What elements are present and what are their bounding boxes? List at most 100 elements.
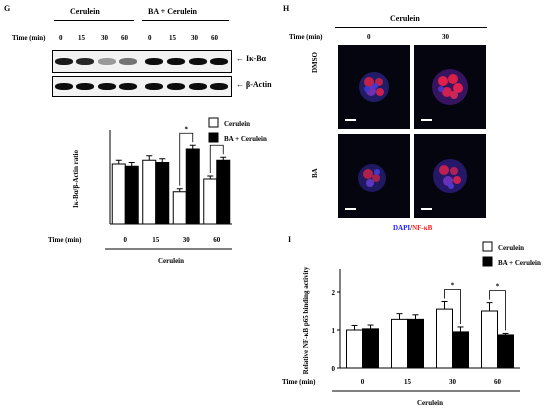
micrograph-ba-30 xyxy=(414,134,486,218)
y-axis-label: Iκ-Bα/β-Actin ratio xyxy=(72,150,80,208)
arrow-icon: ← xyxy=(236,54,244,63)
group-label: Cerulein xyxy=(417,399,443,407)
blot-band xyxy=(210,83,228,90)
legend-label: BA + Cerulein xyxy=(224,135,267,143)
blot-time-5: 15 xyxy=(169,34,176,42)
blot-time-0: 0 xyxy=(59,34,63,42)
blot-time-label: Time (min) xyxy=(12,34,46,42)
legend-label: Cerulein xyxy=(498,244,524,252)
cell-cluster-image xyxy=(358,164,386,192)
blot-time-7: 60 xyxy=(211,34,218,42)
legend-swatch xyxy=(208,117,219,128)
panel-i-letter: I xyxy=(288,235,292,244)
scale-bar xyxy=(421,208,432,210)
blot-band xyxy=(76,83,94,90)
blot-band xyxy=(145,58,163,65)
y-tick-label: 1 xyxy=(332,327,336,335)
blot-time-6: 30 xyxy=(191,34,198,42)
bar-ba-cerulein xyxy=(155,162,170,225)
chart-i: 0 1 2 Relative NF-κB p65 binding activity 0 1… xyxy=(282,241,541,407)
group-label-cerulein: Cerulein xyxy=(70,7,100,16)
x-tick-label: 60 xyxy=(213,236,221,244)
ikb-label: ← Iκ-Bα xyxy=(236,54,266,63)
micrograph-ba-0 xyxy=(338,134,410,218)
significance-bracket xyxy=(444,289,461,324)
blot-band xyxy=(119,58,137,65)
bar-cerulein xyxy=(142,159,157,225)
micrograph-dmso-0 xyxy=(338,45,410,129)
legend-swatch xyxy=(482,256,493,267)
bar-cerulein xyxy=(203,178,218,225)
caption-nfkb: NF-κB xyxy=(412,224,433,232)
x-tick-label: 0 xyxy=(124,236,128,244)
caption-sep: / xyxy=(410,224,413,232)
ikb-label-text: Iκ-Bα xyxy=(246,54,267,63)
bar-cerulein xyxy=(111,163,126,225)
bar-ba-cerulein xyxy=(407,318,424,369)
panel-h-caption: DAPI/NF-κB xyxy=(393,224,432,232)
scale-bar xyxy=(345,208,356,210)
row-label-ba: BA xyxy=(311,168,319,178)
x-tick-label: 30 xyxy=(449,378,457,386)
micrograph-dmso-30 xyxy=(414,45,486,129)
blot-time-2: 30 xyxy=(101,34,108,42)
bar-ba-cerulein xyxy=(216,159,231,225)
blot-time-1: 15 xyxy=(78,34,85,42)
x-tick-label: 15 xyxy=(152,236,160,244)
x-tick-label: 0 xyxy=(361,378,365,386)
blot-band xyxy=(167,83,185,90)
blot-time-4: 0 xyxy=(148,34,152,42)
blot-band xyxy=(189,83,207,90)
bar-cerulein xyxy=(172,191,187,225)
cell-cluster-image xyxy=(433,159,467,193)
x-tick-label: 60 xyxy=(494,378,502,386)
blot-band xyxy=(98,83,116,90)
scale-bar xyxy=(421,119,432,121)
bar-ba-cerulein xyxy=(124,165,139,225)
group-label: Cerulein xyxy=(158,257,184,265)
row-label-dmso: DMSO xyxy=(311,52,319,73)
blot-band xyxy=(55,58,73,65)
bar-cerulein xyxy=(391,318,408,369)
caption-dapi: DAPI xyxy=(393,224,411,232)
panel-h-time-label: Time (min) xyxy=(289,33,323,41)
significance-star: * xyxy=(451,282,455,290)
x-tick-label: 15 xyxy=(404,378,412,386)
blot-time-3: 60 xyxy=(121,34,128,42)
bar-cerulein xyxy=(346,329,363,369)
legend-swatch xyxy=(482,241,493,252)
group-line-ba-cerulein xyxy=(142,20,229,21)
actin-blot xyxy=(52,76,232,97)
bar-ba-cerulein xyxy=(185,148,200,225)
scale-bar xyxy=(345,119,356,121)
panel-h-header-line xyxy=(335,27,487,28)
blot-band xyxy=(189,58,207,65)
significance-bracket xyxy=(489,290,506,331)
blot-band xyxy=(119,83,137,90)
bar-ba-cerulein xyxy=(452,331,469,369)
actin-label-text: β-Actin xyxy=(246,80,272,89)
x-axis-label: Time (min) xyxy=(282,378,316,386)
bar-cerulein xyxy=(436,308,453,369)
blot-band xyxy=(76,58,94,65)
cell-cluster-image xyxy=(432,69,468,105)
arrow-icon: ← xyxy=(236,80,244,89)
actin-label: ← β-Actin xyxy=(236,80,272,89)
bar-ba-cerulein xyxy=(362,328,379,369)
legend-swatch xyxy=(208,132,219,143)
legend-label: BA + Cerulein xyxy=(498,259,541,267)
significance-bracket xyxy=(179,132,194,186)
cell-cluster-image xyxy=(359,72,389,102)
bar-ba-cerulein xyxy=(497,334,514,369)
ikb-blot xyxy=(52,50,232,73)
panel-h-header: Cerulein xyxy=(390,14,420,23)
x-tick-label: 30 xyxy=(183,236,191,244)
significance-star: * xyxy=(185,125,189,133)
panel-g-letter: G xyxy=(4,4,11,13)
group-line-cerulein xyxy=(54,20,134,21)
x-axis-label: Time (min) xyxy=(48,236,82,244)
blot-band xyxy=(55,83,73,90)
y-tick-label: 2 xyxy=(332,289,336,297)
blot-band xyxy=(98,58,116,65)
